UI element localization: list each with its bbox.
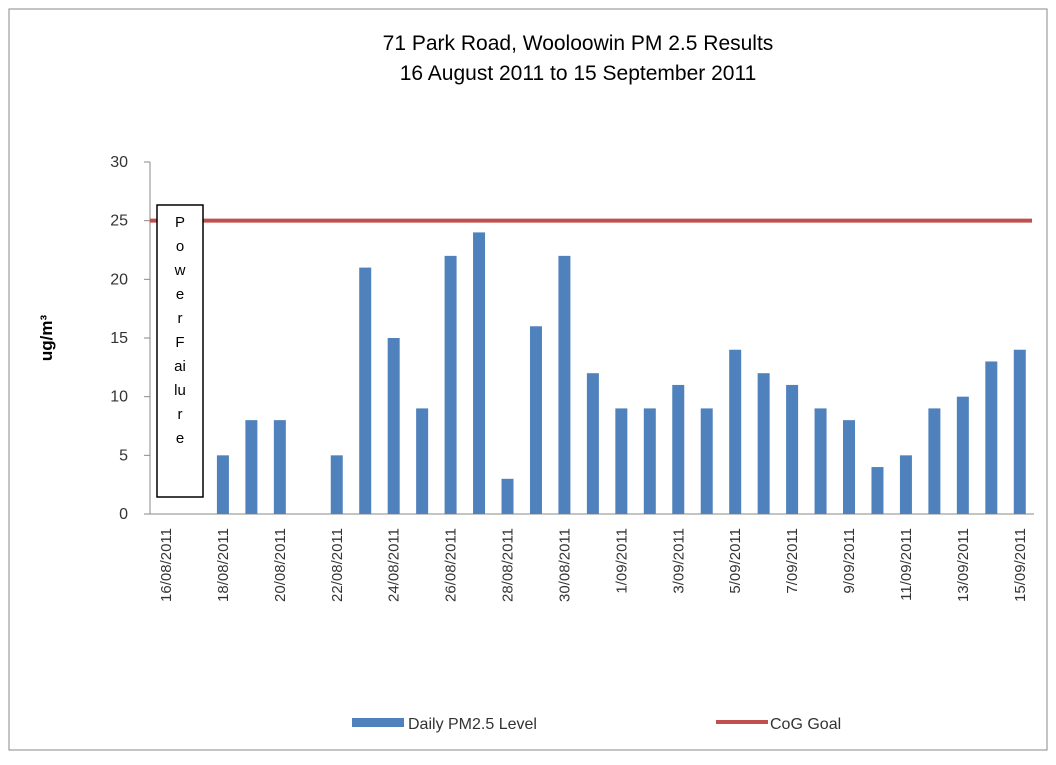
bar bbox=[416, 408, 429, 514]
y-tick-label: 0 bbox=[119, 506, 128, 523]
bar bbox=[615, 408, 628, 514]
bar bbox=[216, 455, 229, 514]
bar bbox=[273, 420, 286, 514]
bar bbox=[814, 408, 827, 514]
x-tick-label: 5/09/2011 bbox=[727, 528, 744, 594]
bar bbox=[387, 338, 400, 514]
bar bbox=[245, 420, 258, 514]
bar bbox=[586, 373, 599, 514]
annotation: Power Failure bbox=[174, 214, 186, 447]
x-tick-label: 9/09/2011 bbox=[841, 528, 858, 594]
x-tick-label: 7/09/2011 bbox=[784, 528, 801, 594]
y-tick-label: 20 bbox=[110, 271, 128, 288]
bar bbox=[558, 255, 571, 514]
x-tick-label: 20/08/2011 bbox=[272, 528, 289, 602]
legend-swatch bbox=[352, 718, 404, 727]
x-tick-label: 24/08/2011 bbox=[386, 528, 403, 602]
y-axis-label: ug/m³ bbox=[37, 315, 56, 362]
bar bbox=[501, 478, 514, 514]
annotation-text: Power Failure bbox=[174, 214, 186, 447]
bar bbox=[330, 455, 343, 514]
bar bbox=[871, 467, 884, 514]
bar bbox=[700, 408, 713, 514]
bar bbox=[729, 349, 742, 514]
x-tick-label: 15/09/2011 bbox=[1012, 528, 1029, 602]
bar bbox=[444, 255, 457, 514]
legend-label: CoG Goal bbox=[770, 716, 841, 733]
y-tick-label: 30 bbox=[110, 154, 128, 171]
x-tick-label: 3/09/2011 bbox=[670, 528, 687, 594]
bar bbox=[359, 267, 372, 514]
bar bbox=[1013, 349, 1026, 514]
x-tick-label: 26/08/2011 bbox=[443, 528, 460, 602]
bar bbox=[643, 408, 656, 514]
x-tick-label: 28/08/2011 bbox=[500, 528, 517, 602]
annotation-box bbox=[156, 204, 204, 498]
bar bbox=[843, 420, 856, 514]
y-tick-label: 15 bbox=[110, 330, 128, 347]
bar bbox=[757, 373, 770, 514]
x-tick-label: 22/08/2011 bbox=[329, 528, 346, 602]
x-tick-label: 1/09/2011 bbox=[613, 528, 630, 594]
x-tick-label: 11/09/2011 bbox=[898, 528, 915, 601]
chart-title: 71 Park Road, Wooloowin PM 2.5 Results bbox=[383, 32, 774, 55]
bar bbox=[899, 455, 912, 514]
bar bbox=[928, 408, 941, 514]
legend-label: Daily PM2.5 Level bbox=[408, 716, 537, 733]
x-tick-label: 18/08/2011 bbox=[215, 528, 232, 602]
chart-subtitle: 16 August 2011 to 15 September 2011 bbox=[400, 62, 757, 85]
bar bbox=[786, 384, 799, 514]
y-tick-label: 25 bbox=[110, 213, 128, 230]
bar bbox=[956, 396, 969, 514]
y-tick-label: 5 bbox=[119, 447, 128, 464]
bar bbox=[473, 232, 486, 514]
bar bbox=[985, 361, 998, 514]
x-tick-label: 30/08/2011 bbox=[556, 528, 573, 602]
x-tick-label: 13/09/2011 bbox=[955, 528, 972, 602]
bar bbox=[672, 384, 685, 514]
y-tick-label: 10 bbox=[110, 389, 128, 406]
x-tick-label: 16/08/2011 bbox=[158, 528, 175, 602]
bar bbox=[529, 326, 542, 514]
